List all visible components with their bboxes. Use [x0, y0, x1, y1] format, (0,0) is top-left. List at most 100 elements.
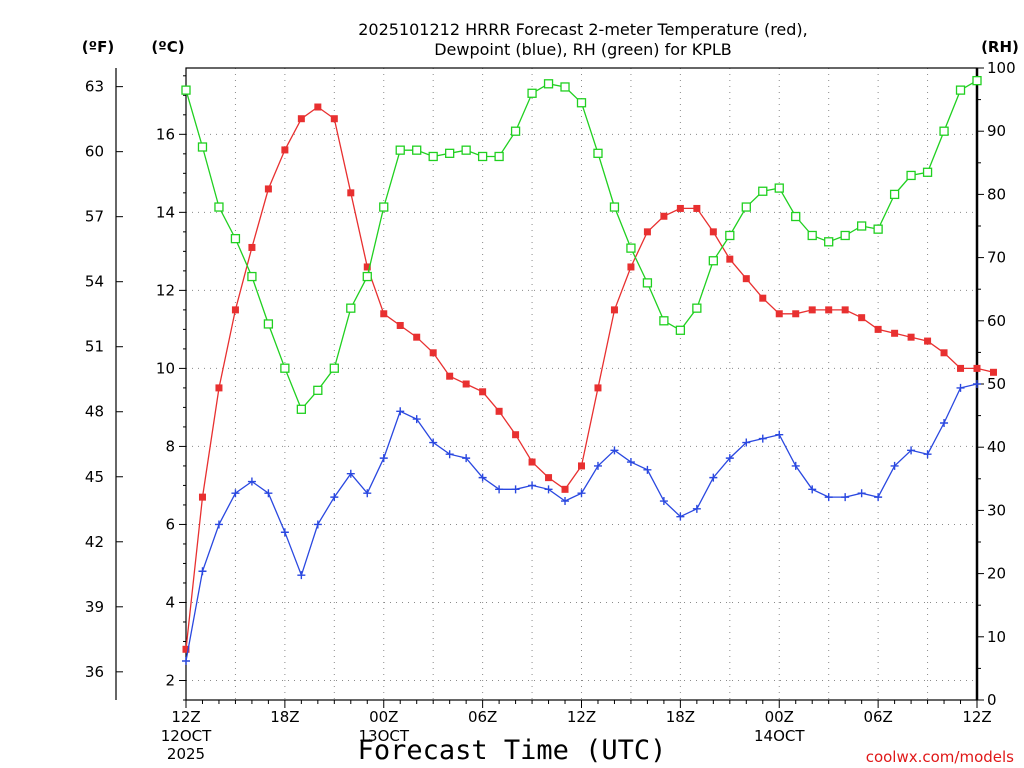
data-point — [577, 489, 586, 498]
data-point — [693, 204, 701, 212]
data-point — [510, 126, 521, 136]
data-point — [528, 458, 536, 466]
celsius-tick-label: 4 — [165, 593, 175, 611]
data-point — [609, 202, 620, 212]
data-point — [610, 446, 619, 455]
data-point — [478, 473, 487, 482]
data-point — [198, 493, 206, 501]
x-axis-label: Forecast Time (UTC) — [358, 735, 667, 766]
fahrenheit-tick-label: 48 — [85, 403, 104, 421]
data-point — [709, 473, 718, 482]
data-point — [922, 167, 933, 177]
data-point — [758, 186, 768, 196]
x-tick-date-label: 14OCT — [754, 727, 805, 745]
rh-tick-label: 20 — [987, 565, 1006, 583]
data-point — [248, 243, 256, 251]
chart-title-line2: Dewpoint (blue), RH (green) for KPLB — [434, 40, 732, 59]
data-point — [329, 363, 339, 373]
data-point — [758, 434, 767, 443]
data-point — [314, 103, 322, 111]
data-point — [445, 148, 455, 158]
data-point — [907, 333, 915, 341]
data-point — [840, 230, 850, 241]
data-point — [512, 431, 520, 439]
data-point — [841, 493, 850, 502]
data-point — [989, 368, 997, 376]
data-point — [181, 85, 191, 95]
data-point — [429, 438, 438, 447]
rh-tick-label: 70 — [987, 249, 1006, 267]
data-point — [939, 126, 949, 136]
data-point — [906, 170, 916, 181]
data-point — [445, 450, 454, 459]
data-point — [791, 461, 800, 470]
data-point — [264, 489, 273, 498]
data-point — [429, 349, 437, 357]
data-point — [692, 303, 702, 313]
data-point — [511, 485, 520, 494]
data-point — [659, 316, 669, 326]
data-point — [494, 151, 504, 162]
data-point — [576, 98, 587, 108]
data-point — [297, 571, 306, 580]
data-point — [858, 314, 866, 322]
x-tick-label: 00Z — [369, 708, 398, 726]
fahrenheit-tick-label: 45 — [85, 468, 104, 486]
data-point — [560, 82, 570, 92]
fahrenheit-tick-label: 60 — [85, 143, 104, 161]
data-point — [363, 263, 371, 271]
data-point — [643, 465, 652, 474]
data-point — [412, 415, 421, 424]
data-point — [231, 306, 239, 314]
fahrenheit-tick-label: 57 — [85, 208, 104, 226]
data-point — [857, 489, 866, 498]
data-point — [214, 202, 224, 212]
x-tick-label: 06Z — [863, 708, 892, 726]
data-point — [874, 325, 882, 333]
data-point — [791, 211, 801, 222]
data-point — [956, 383, 965, 392]
data-point — [412, 145, 422, 155]
data-point — [675, 325, 686, 335]
data-point — [477, 151, 488, 162]
data-point — [627, 263, 635, 271]
data-point — [659, 497, 668, 506]
data-point — [215, 384, 223, 392]
data-point — [676, 512, 685, 521]
data-point — [593, 461, 602, 470]
data-point — [891, 329, 899, 337]
data-point — [973, 364, 981, 372]
data-point — [775, 430, 784, 439]
data-point — [924, 337, 932, 345]
x-tick-label: 06Z — [468, 708, 497, 726]
rh-tick-label: 60 — [987, 312, 1006, 330]
fahrenheit-tick-label: 51 — [85, 338, 104, 356]
data-point — [825, 306, 833, 314]
celsius-tick-label: 10 — [156, 359, 175, 377]
data-point — [940, 349, 948, 357]
data-point — [561, 497, 570, 506]
data-point — [347, 189, 355, 197]
data-series — [181, 75, 997, 665]
data-point — [676, 204, 684, 212]
data-point — [725, 230, 735, 241]
data-point — [247, 477, 256, 486]
data-point — [446, 372, 454, 380]
celsius-tick-label: 16 — [156, 125, 175, 143]
data-point — [380, 310, 388, 318]
data-point — [593, 148, 603, 158]
fahrenheit-axis-label: (ºF) — [82, 38, 114, 56]
data-point — [396, 321, 404, 329]
x-tick-label: 18Z — [270, 708, 299, 726]
data-point — [856, 221, 867, 231]
data-point — [545, 474, 553, 482]
data-point — [594, 384, 602, 392]
data-point — [330, 493, 339, 502]
x-tick-label: 00Z — [765, 708, 794, 726]
rh-axis-label: (RH) — [981, 38, 1019, 56]
data-point — [379, 454, 388, 463]
x-tick-year-label: 2025 — [167, 745, 205, 763]
data-point — [297, 115, 305, 123]
x-tick-date-label: 13OCT — [358, 727, 409, 745]
data-point — [362, 271, 372, 282]
